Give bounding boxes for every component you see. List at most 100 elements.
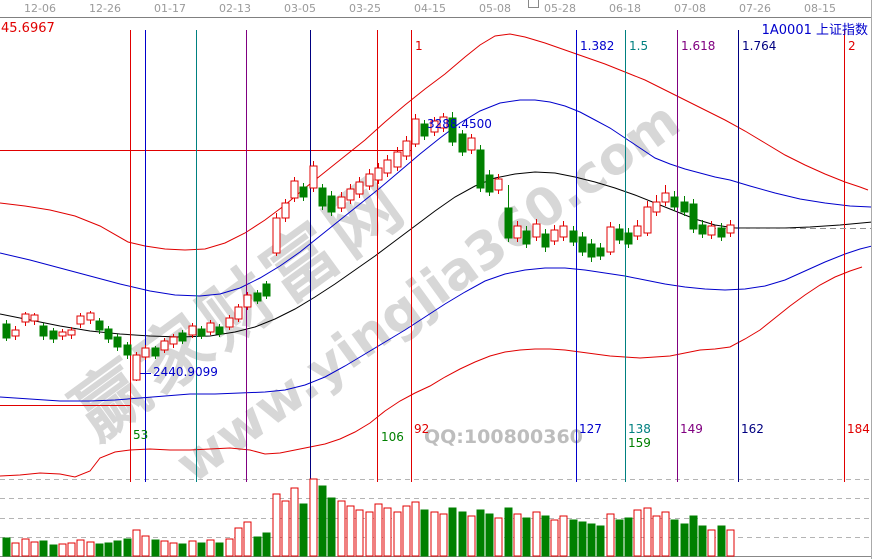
candle [206, 322, 215, 333]
candle [707, 225, 716, 236]
candle [141, 347, 150, 358]
volume-bar [578, 521, 587, 557]
volume-bar [494, 517, 503, 557]
symbol-title: 1A0001 上证指数 [761, 23, 868, 38]
candle [104, 328, 113, 340]
candle [448, 117, 457, 143]
date-label: 02-13 [219, 2, 251, 15]
volume-bar [522, 517, 531, 557]
candle [327, 195, 336, 213]
candle [624, 232, 633, 245]
volume-bar [272, 493, 281, 557]
volume-bar [458, 511, 467, 557]
candle [485, 174, 494, 193]
candle [318, 187, 327, 207]
volume-bar [95, 543, 104, 557]
candle [281, 202, 290, 219]
candle [532, 223, 541, 238]
candle [661, 192, 670, 203]
candle [262, 283, 271, 297]
volume-bar [569, 519, 578, 557]
candle [123, 344, 132, 356]
candle [513, 225, 522, 239]
candle [680, 201, 689, 213]
volume-bar [624, 517, 633, 557]
volume-bar [402, 505, 411, 557]
volume-bar [104, 542, 113, 557]
candle [439, 116, 448, 129]
candle [160, 340, 169, 351]
candle [717, 227, 726, 238]
candle [188, 325, 197, 336]
volume-bar [160, 540, 169, 557]
candle [215, 326, 224, 335]
candle [243, 294, 252, 308]
candle [420, 123, 429, 137]
candle [476, 149, 485, 189]
candle [670, 196, 679, 208]
volume-bar [151, 539, 160, 557]
volume-bar [633, 509, 642, 557]
candle [337, 196, 346, 209]
candle [550, 229, 559, 242]
candle [86, 312, 95, 321]
volume-bar [726, 529, 735, 557]
volume-bar [504, 507, 513, 557]
candle [151, 347, 160, 357]
candle [2, 323, 11, 339]
volume-bar [113, 540, 122, 557]
candle [596, 247, 605, 257]
volume-bar [188, 540, 197, 557]
candle [346, 188, 355, 201]
date-label: 06-18 [609, 2, 641, 15]
candle [95, 320, 104, 331]
candle [402, 140, 411, 157]
band-middle-black-ma [0, 171, 871, 338]
candle [234, 306, 243, 320]
date-label: 04-15 [414, 2, 446, 15]
volume-bar [346, 505, 355, 557]
candle [430, 120, 439, 133]
candle [652, 201, 661, 213]
volume-bar [86, 541, 95, 557]
candle [49, 330, 58, 340]
candle [355, 181, 364, 195]
volume-bar [707, 529, 716, 557]
candle [11, 329, 20, 337]
volume-bar [355, 509, 364, 557]
candle [67, 329, 76, 336]
volume-bar [262, 532, 271, 557]
volume-bar [698, 525, 707, 557]
volume-bar [643, 507, 652, 557]
date-label: 03-05 [284, 2, 316, 15]
candle [39, 325, 48, 337]
volume-bar [689, 515, 698, 557]
volume-bar [550, 519, 559, 557]
candle [458, 133, 467, 153]
volume-bar [661, 511, 670, 557]
volume-bar [58, 543, 67, 557]
candle [253, 292, 262, 302]
volume-bar [76, 539, 85, 557]
candle [569, 230, 578, 243]
candle [726, 224, 735, 234]
volume-bar [327, 497, 336, 557]
band-upper-blue [0, 99, 871, 297]
candle [21, 313, 30, 323]
volume-bar [485, 513, 494, 557]
volume-bar [206, 539, 215, 557]
candle [299, 186, 308, 198]
candle [522, 230, 531, 245]
date-label: 07-08 [674, 2, 706, 15]
candle [587, 243, 596, 258]
volume-bar [178, 543, 187, 557]
candle [272, 217, 281, 254]
left-price-label: 45.6967 [1, 21, 55, 36]
volume-bar [243, 521, 252, 557]
candle [197, 328, 206, 337]
candle [541, 233, 550, 248]
candle [578, 236, 587, 253]
volume-bar [652, 515, 661, 557]
